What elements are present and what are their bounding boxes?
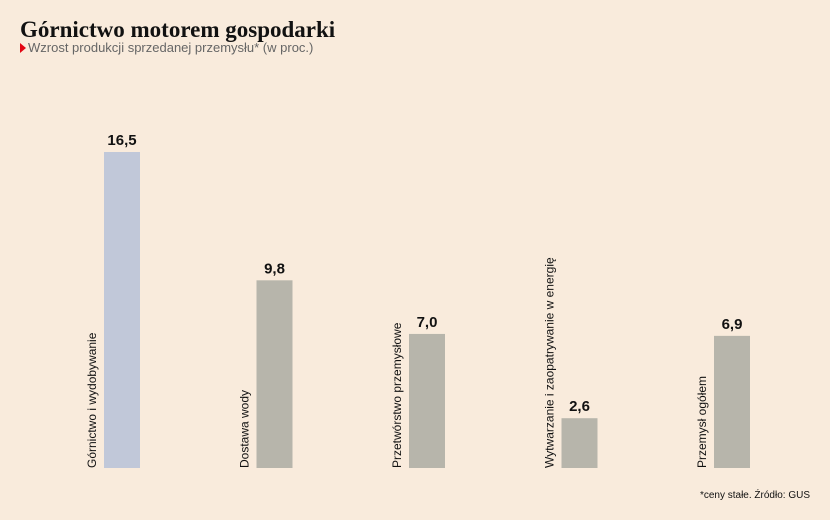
category-label: Wytwarzanie i zaopatrywanie w energię [543,257,557,468]
bar [104,152,140,468]
chart-title: Górnictwo motorem gospodarki [20,17,336,42]
bar [714,335,750,468]
chart-subtitle: Wzrost produkcji sprzedanej przemysłu* (… [28,40,313,55]
footnote: *ceny stałe. Źródło: GUS [700,488,810,501]
category-label: Przetwórstwo przemysłowe [390,322,404,468]
value-label: 6,9 [722,316,743,333]
bar [409,333,445,468]
value-label: 9,8 [264,260,285,277]
bar [561,418,598,468]
value-label: 2,6 [569,398,590,415]
category-label: Przemysł ogółem [695,376,709,468]
category-label: Dostawa wody [238,390,252,468]
value-label: 16,5 [107,132,136,149]
value-label: 7,0 [417,314,438,331]
subtitle-marker [20,43,26,53]
bar [256,280,293,468]
category-label: Górnictwo i wydobywanie [85,332,99,468]
